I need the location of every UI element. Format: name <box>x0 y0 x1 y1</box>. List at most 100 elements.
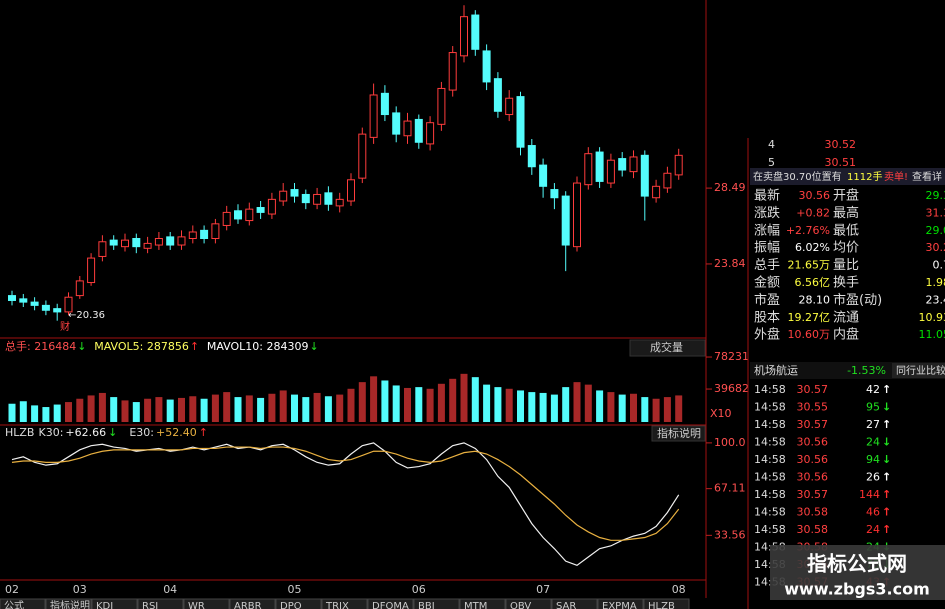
sector-link-box <box>892 363 945 378</box>
candle-body <box>460 16 468 57</box>
tab-label[interactable]: KDJ <box>96 601 113 609</box>
tab-label[interactable]: ARBR <box>234 601 262 609</box>
tab-label[interactable]: EXPMA <box>602 601 637 609</box>
candle-body <box>53 308 62 313</box>
candle-body <box>301 193 310 204</box>
indicator-value-label: +52.40 <box>156 426 197 439</box>
indicator-line <box>11 442 680 567</box>
stat-value: 29.0 <box>926 224 945 237</box>
candle-body <box>335 198 344 207</box>
event-marker: 财 <box>60 320 70 333</box>
stat-value: 28.10 <box>799 293 831 306</box>
volume-bar <box>155 397 163 422</box>
stat-value: 11.05 <box>919 328 945 341</box>
tab-label[interactable]: SAR <box>556 601 576 609</box>
trade-time: 14:58 <box>754 453 786 466</box>
candle-body <box>121 239 129 248</box>
trade-price: 30.56 <box>797 436 829 449</box>
volume-bar <box>19 401 27 422</box>
stat-value: 19.27亿 <box>788 311 831 324</box>
button-box <box>651 425 706 442</box>
trade-arrow: ↓ <box>882 436 891 449</box>
candle-body <box>369 94 378 138</box>
volume-header: MAVOL10: 284309 <box>207 340 309 353</box>
volume-bar <box>449 378 457 422</box>
volume-bar <box>76 398 84 422</box>
candle-body <box>471 14 480 50</box>
volume-selector[interactable]: 成交量 <box>650 340 683 354</box>
candle-body <box>347 179 355 202</box>
tab-label[interactable]: WR <box>188 601 205 609</box>
trade-price: 30.55 <box>797 401 829 414</box>
candle-body <box>256 207 265 213</box>
stat-value: 10.93 <box>919 311 945 324</box>
trade-price: 30.58 <box>797 523 829 536</box>
candle-body <box>663 172 672 189</box>
volume-bar <box>336 394 344 422</box>
trade-time: 14:58 <box>754 506 786 519</box>
tab <box>0 598 46 609</box>
stat-label: 涨幅 <box>754 223 780 238</box>
trade-arrow: ↑ <box>882 506 891 519</box>
tab-label[interactable]: 公式 <box>4 599 24 609</box>
volume-bar <box>53 404 61 422</box>
volume-bar <box>324 396 332 422</box>
tab-label[interactable]: MTM <box>464 601 487 609</box>
candle-body <box>674 154 683 176</box>
tab-label[interactable]: DFOMA <box>372 601 409 609</box>
stat-value: 6.56亿 <box>795 276 831 289</box>
tab <box>137 598 184 609</box>
trade-time: 14:58 <box>754 436 786 449</box>
x-tick-label: 05 <box>288 583 302 596</box>
volume-header: MAVOL5: 287856 <box>94 340 189 353</box>
trade-arrow: ↑ <box>882 523 891 536</box>
alert-tag: 卖单! <box>884 171 908 183</box>
watermark-url: www.zbgs3.com <box>784 580 930 599</box>
trade-volume: 24 <box>866 436 880 449</box>
stat-label: 涨跌 <box>754 205 780 221</box>
trade-price: 30.57 <box>797 488 829 501</box>
indicator-button[interactable]: 指标说明 <box>657 426 701 440</box>
candle-body <box>606 159 615 184</box>
trade-arrow: ↑ <box>882 471 891 484</box>
volume-bar <box>132 402 140 422</box>
volume-bar <box>562 387 570 422</box>
trade-arrow: ↓ <box>882 401 891 414</box>
tab-label[interactable]: OBV <box>510 601 531 609</box>
y-tick-label: 28.49 <box>714 181 746 194</box>
volume-bar <box>584 384 592 422</box>
tab <box>275 598 322 609</box>
tab <box>367 598 414 609</box>
stat-label: 最新 <box>754 188 780 204</box>
volume-bar <box>550 394 558 422</box>
volume-bar <box>381 380 389 422</box>
tab-label[interactable]: BBI <box>418 601 435 609</box>
volume-bar <box>415 387 423 422</box>
selector-box <box>629 339 706 357</box>
tab-label[interactable]: 指标说明 <box>50 599 90 609</box>
stat-label: 流通 <box>833 310 859 325</box>
alert-bar <box>750 168 945 185</box>
tab-label[interactable]: DPO <box>280 601 302 609</box>
tab <box>459 598 506 609</box>
x-tick-label: 08 <box>672 583 686 596</box>
trade-arrow: ↓ <box>882 453 891 466</box>
stat-value: +2.76% <box>786 224 830 237</box>
y-tick-label: 67.11 <box>714 482 746 495</box>
stat-value: 30.2 <box>926 241 945 254</box>
trade-time: 14:58 <box>754 418 786 431</box>
y-tick-label: 100.0 <box>714 436 746 449</box>
candle-body <box>437 87 446 125</box>
candle-body <box>550 189 559 199</box>
tab-label[interactable]: TRIX <box>325 601 349 609</box>
y-tick-label: 23.84 <box>714 257 746 270</box>
candle-body <box>403 120 412 137</box>
candle-body <box>8 295 16 301</box>
sector-link[interactable]: 同行业比较 <box>896 364 945 377</box>
watermark-title: 指标公式网 <box>807 552 907 576</box>
trade-price: 30.57 <box>797 418 829 431</box>
tab-label[interactable]: HLZB <box>648 601 675 609</box>
tab-label[interactable]: RSI <box>142 601 158 609</box>
candle-body <box>527 145 536 168</box>
